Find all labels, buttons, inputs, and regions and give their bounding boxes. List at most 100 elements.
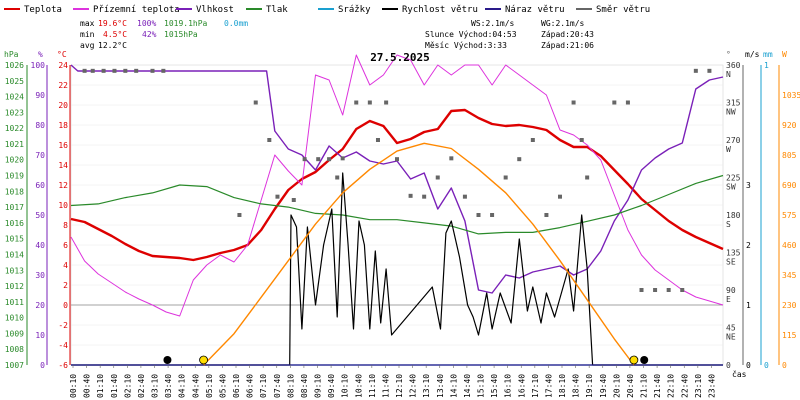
winddir-point-38	[612, 100, 617, 105]
winddir-tick-7: 315	[726, 99, 741, 108]
winddir-point-21	[384, 100, 389, 105]
x-tick-22: 11:10	[368, 374, 377, 398]
solar-tick-1: 115	[782, 331, 797, 340]
info-ws: WS:2.1m/s	[471, 19, 515, 28]
info-wg: WG:2.1m/s	[541, 19, 585, 28]
x-axis-label: čas	[732, 369, 747, 379]
series-line-2	[70, 64, 724, 294]
pressure-tick-9: 1016	[5, 219, 24, 228]
moonrise-marker	[163, 356, 172, 364]
pressure-tick-15: 1022	[5, 124, 24, 133]
winddir-tick-dir-6: W	[726, 145, 731, 154]
series-line-1	[70, 54, 724, 317]
series-line-8	[203, 142, 635, 366]
series-line-0	[70, 108, 724, 262]
x-tick-5: 02:40	[137, 374, 146, 398]
x-tick-26: 13:10	[422, 374, 431, 398]
winddir-tick-dir-7: NW	[726, 108, 736, 117]
stats-avg-temp: 12.2°C	[98, 41, 127, 50]
rain-tick-1: 1	[764, 61, 769, 70]
wind-tick-0: 0	[746, 361, 751, 370]
winddir-point-0	[82, 68, 87, 73]
unit-hpa: hPa	[4, 50, 19, 59]
x-tick-34: 17:10	[531, 374, 540, 398]
winddir-point-32	[530, 138, 535, 142]
x-tick-45: 22:40	[680, 374, 689, 398]
stats-min-temp: 4.5°C	[103, 30, 127, 39]
winddir-tick-6: 270	[726, 136, 741, 145]
right-axes: 045NE90E135SE180S225SW270W315NW360N01230…	[726, 61, 800, 370]
pressure-tick-13: 1020	[5, 156, 24, 165]
winddir-point-4	[123, 68, 128, 73]
pressure-tick-18: 1025	[5, 77, 24, 86]
x-tick-31: 15:40	[490, 374, 499, 398]
x-tick-33: 16:40	[517, 374, 526, 398]
winddir-point-7	[161, 68, 166, 73]
winddir-point-8	[237, 213, 242, 217]
moonset-marker	[640, 356, 649, 364]
x-tick-46: 23:10	[694, 374, 703, 398]
pressure-tick-10: 1017	[5, 203, 24, 212]
temperature-tick-6: 6	[63, 241, 68, 250]
winddir-point-12	[291, 198, 296, 202]
series-layer	[70, 54, 724, 366]
winddir-point-18	[354, 100, 359, 105]
pressure-tick-14: 1021	[5, 140, 24, 149]
temperature-tick-3: 0	[63, 301, 68, 310]
unit-degc: °C	[57, 50, 67, 59]
temperature-tick-1: -4	[58, 341, 68, 350]
pressure-tick-2: 1009	[5, 329, 24, 338]
info-sun: Slunce Východ:04:53	[425, 30, 517, 39]
solar-tick-9: 1035	[782, 91, 800, 100]
winddir-tick-dir-4: S	[726, 220, 731, 229]
x-tick-42: 21:10	[640, 374, 649, 398]
pressure-tick-1: 1008	[5, 345, 24, 354]
winddir-point-30	[503, 175, 508, 180]
winddir-point-35	[571, 100, 576, 105]
winddir-point-2	[101, 68, 106, 73]
x-tick-0: 00:10	[69, 374, 78, 398]
pressure-tick-12: 1019	[5, 172, 24, 181]
sunset-marker	[629, 355, 639, 365]
winddir-tick-dir-2: E	[726, 295, 731, 304]
temperature-tick-12: 18	[58, 121, 68, 130]
humidity-tick-9: 90	[35, 91, 45, 100]
x-tick-19: 09:40	[327, 374, 336, 398]
x-tick-14: 07:10	[259, 374, 268, 398]
pressure-tick-17: 1024	[5, 93, 24, 102]
solar-tick-0: 0	[782, 361, 787, 370]
winddir-point-11	[275, 194, 280, 199]
solar-tick-2: 230	[782, 301, 797, 310]
winddir-point-43	[680, 288, 685, 292]
winddir-point-20	[375, 138, 380, 142]
pressure-tick-8: 1015	[5, 235, 24, 244]
solar-tick-8: 920	[782, 121, 797, 130]
pressure-tick-11: 1018	[5, 187, 24, 196]
x-tick-1: 00:40	[83, 374, 92, 398]
temperature-tick-15: 24	[58, 61, 68, 70]
pressure-tick-7: 1014	[5, 250, 24, 259]
winddir-point-5	[134, 68, 139, 73]
stats-block: max 19.6°C 100% 1019.1hPa 0.0mm min 4.5°…	[80, 19, 248, 50]
x-tick-47: 23:40	[707, 374, 716, 398]
grid	[70, 64, 724, 366]
unit-w: W	[782, 50, 787, 59]
sunrise-marker	[199, 355, 208, 365]
winddir-point-34	[558, 194, 562, 199]
x-tick-7: 03:40	[164, 374, 173, 398]
unit-mm: mm	[763, 50, 773, 59]
legend-label-7: Směr větru	[596, 5, 650, 15]
stats-min-hum: 42%	[142, 30, 157, 39]
winddir-tick-2: 90	[726, 286, 736, 295]
wind-tick-1: 1	[746, 301, 751, 310]
humidity-tick-1: 10	[35, 331, 45, 340]
x-tick-13: 06:40	[246, 374, 255, 398]
winddir-point-17	[340, 156, 345, 161]
humidity-tick-2: 20	[35, 301, 45, 310]
x-tick-17: 08:40	[300, 374, 309, 398]
winddir-point-41	[653, 288, 658, 292]
winddir-point-13	[302, 157, 307, 162]
pressure-tick-4: 1011	[5, 298, 24, 307]
